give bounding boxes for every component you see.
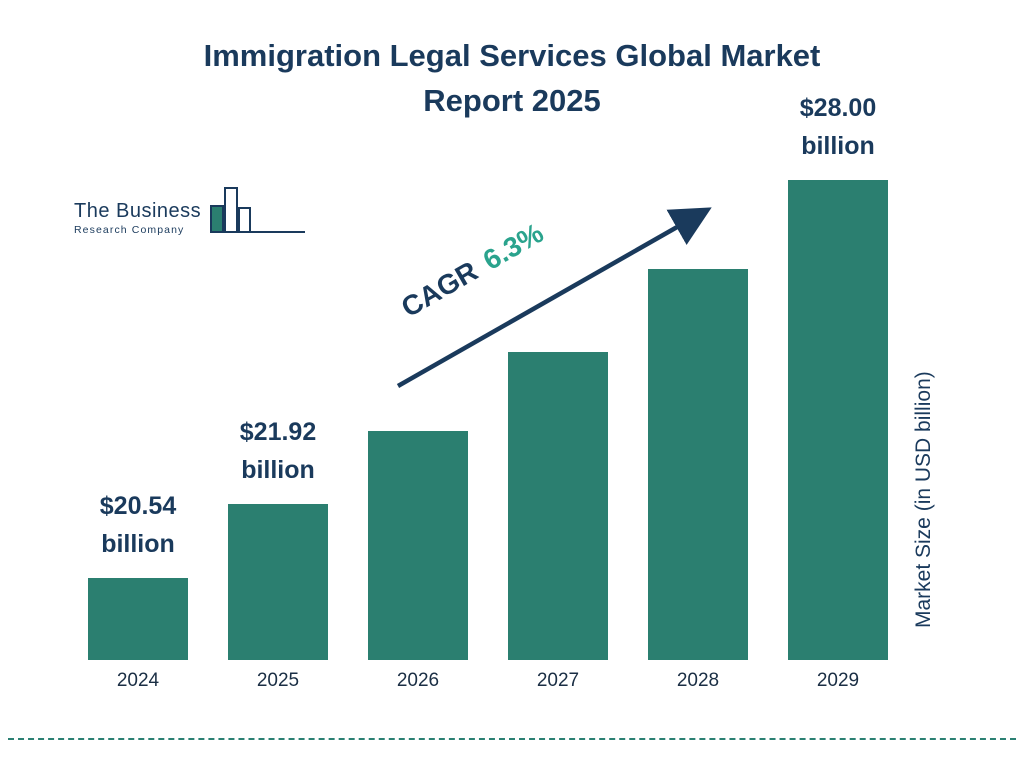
value-label: $28.00 billion: [800, 89, 876, 167]
bar-chart-logo-icon: [205, 182, 315, 249]
value-label: $20.54 billion: [100, 487, 176, 565]
value-amount: $21.92: [239, 417, 317, 446]
company-subname: Research Company: [74, 224, 185, 236]
x-tick-2024: 2024: [116, 670, 160, 691]
page-title: Immigration Legal Services Global Market…: [0, 34, 1024, 124]
bar-2024: [88, 578, 188, 660]
x-tick-2026: 2026: [396, 670, 440, 691]
bar-2029: [788, 180, 888, 660]
bar-chart: $20.54 billion 2024 $21.92 billion 2025 …: [88, 89, 888, 693]
bar-column-2026: 2026: [368, 431, 468, 692]
company-name: The Business: [74, 200, 202, 222]
bar-column-2029: $28.00 billion 2029: [788, 89, 888, 693]
bar-2027: [508, 352, 608, 660]
bar-column-2025: $21.92 billion 2025: [228, 413, 328, 693]
value-unit: billion: [101, 530, 175, 559]
page-title-line1: Immigration Legal Services Global Market: [203, 38, 821, 73]
value-label: $21.92 billion: [240, 413, 316, 491]
y-axis-label: Market Size (in USD billion): [912, 371, 935, 629]
x-tick-2025: 2025: [256, 670, 300, 691]
bar-column-2027: 2027: [508, 352, 608, 692]
company-logo-text: The Business Research Company: [74, 182, 201, 236]
page-title-line2: Report 2025: [423, 82, 601, 118]
x-tick-2027: 2027: [536, 670, 580, 691]
bar-column-2024: $20.54 billion 2024: [88, 487, 188, 693]
company-logo: The Business Research Company: [74, 182, 315, 249]
bar-2026: [368, 431, 468, 660]
x-tick-2029: 2029: [816, 670, 860, 691]
value-unit: billion: [241, 456, 315, 485]
bar-2028: [648, 269, 748, 660]
bottom-dashed-divider: [8, 738, 1016, 740]
bar-column-2028: 2028: [648, 269, 748, 692]
bar-2025: [228, 504, 328, 660]
value-unit: billion: [801, 132, 875, 161]
x-tick-2028: 2028: [676, 670, 720, 691]
value-amount: $20.54: [99, 491, 177, 520]
value-amount: $28.00: [799, 93, 877, 122]
